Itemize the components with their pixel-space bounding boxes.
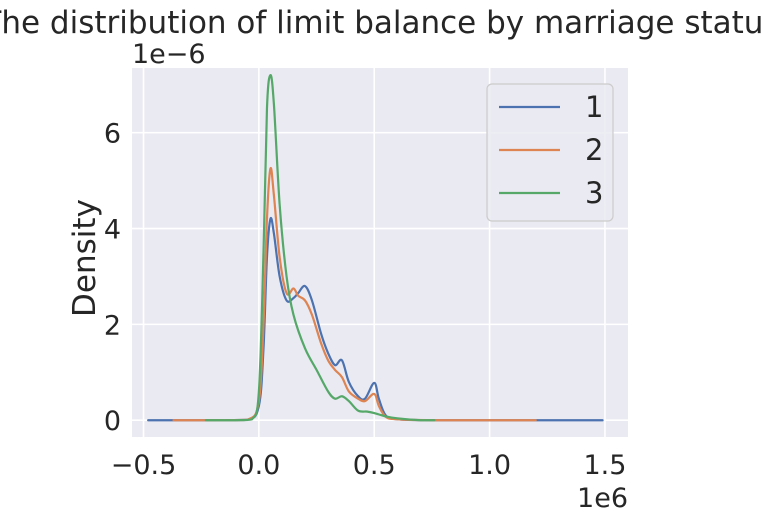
x-tick-label: 1.5 bbox=[583, 450, 626, 481]
series-lines bbox=[147, 74, 604, 422]
series-line-2 bbox=[172, 166, 537, 422]
x-tick-label: 1.0 bbox=[468, 450, 511, 481]
x-tick-label: 0.5 bbox=[353, 450, 396, 481]
legend: 1 2 3 bbox=[486, 83, 614, 222]
y-axis-offset-label: 1e−6 bbox=[132, 39, 206, 70]
y-tick-label: 2 bbox=[104, 310, 121, 341]
y-tick-label: 4 bbox=[104, 215, 121, 246]
x-tick-label: 0.0 bbox=[237, 450, 280, 481]
y-tick-label: 0 bbox=[104, 406, 121, 437]
y-axis-label: Density bbox=[67, 199, 103, 317]
x-axis-offset-label: 1e6 bbox=[577, 483, 628, 514]
chart-title: The distribution of limit balance by mar… bbox=[0, 5, 762, 41]
series-line-3 bbox=[204, 74, 436, 422]
x-tick-label: −0.5 bbox=[111, 450, 177, 481]
legend-box bbox=[486, 83, 614, 222]
y-tick-labels: 0 2 4 6 bbox=[104, 119, 121, 438]
legend-label: 1 bbox=[585, 90, 603, 124]
legend-label: 2 bbox=[585, 133, 603, 167]
legend-label: 3 bbox=[585, 176, 603, 210]
x-tick-labels: −0.5 0.0 0.5 1.0 1.5 bbox=[111, 450, 627, 481]
y-tick-label: 6 bbox=[104, 119, 121, 150]
